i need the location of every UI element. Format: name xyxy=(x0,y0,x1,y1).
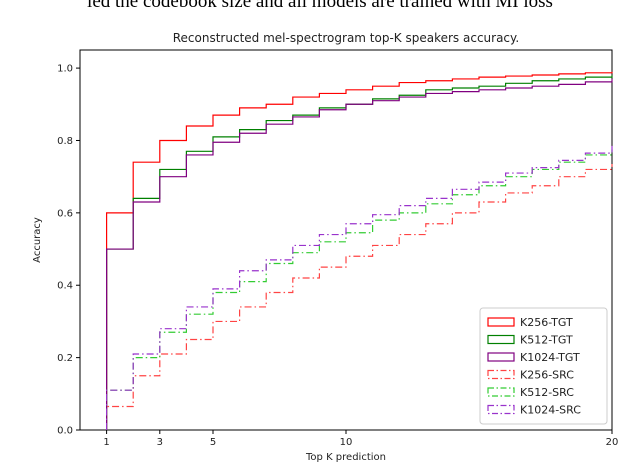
series-layer xyxy=(106,71,613,430)
series-line-k256-src xyxy=(106,164,613,430)
y-tick-label: 0.8 xyxy=(57,136,73,147)
page-top-text: ied the codebook size and all models are… xyxy=(87,0,553,12)
legend-swatch xyxy=(487,334,515,345)
legend-label: K1024-SRC xyxy=(520,404,581,417)
y-tick-label: 0.4 xyxy=(57,281,73,292)
series-line-k1024-tgt xyxy=(106,78,613,430)
x-tick-label: 3 xyxy=(157,437,163,448)
y-tick-label: 0.2 xyxy=(57,353,73,364)
legend-label: K256-SRC xyxy=(520,369,574,382)
legend-swatch xyxy=(487,387,515,397)
series-line-k1024-src xyxy=(106,145,613,430)
y-tick-label: 0.0 xyxy=(57,426,73,437)
x-axis-title: Top K prediction xyxy=(305,452,386,463)
y-tick-label: 0.6 xyxy=(57,208,73,219)
legend-label: K512-SRC xyxy=(520,386,574,399)
x-tick-label: 1 xyxy=(103,437,109,448)
legend: K256-TGT K512-TGT K1024-TGT K256-SRC K512-SR… xyxy=(479,307,608,425)
x-tick-label: 20 xyxy=(606,437,619,448)
legend-label: K512-TGT xyxy=(520,334,573,347)
legend-label: K256-TGT xyxy=(520,316,573,329)
series-line-k256-tgt xyxy=(106,71,613,430)
legend-box xyxy=(479,307,608,425)
legend-swatch xyxy=(487,352,515,362)
x-axis: 1 3 5 10 20 xyxy=(103,430,618,448)
x-tick-label: 5 xyxy=(210,437,216,448)
chart-title: Reconstructed mel-spectrogram top-K spea… xyxy=(173,31,519,45)
legend-swatch xyxy=(487,369,515,380)
legend-swatch xyxy=(487,317,515,327)
y-axis-title: Accuracy xyxy=(32,217,43,263)
legend-label: K1024-TGT xyxy=(520,351,580,364)
y-tick-label: 1.0 xyxy=(57,64,73,75)
y-axis: 0.0 0.2 0.4 0.6 0.8 1.0 xyxy=(57,64,80,437)
x-tick-label: 10 xyxy=(340,437,353,448)
legend-swatch xyxy=(487,404,515,415)
